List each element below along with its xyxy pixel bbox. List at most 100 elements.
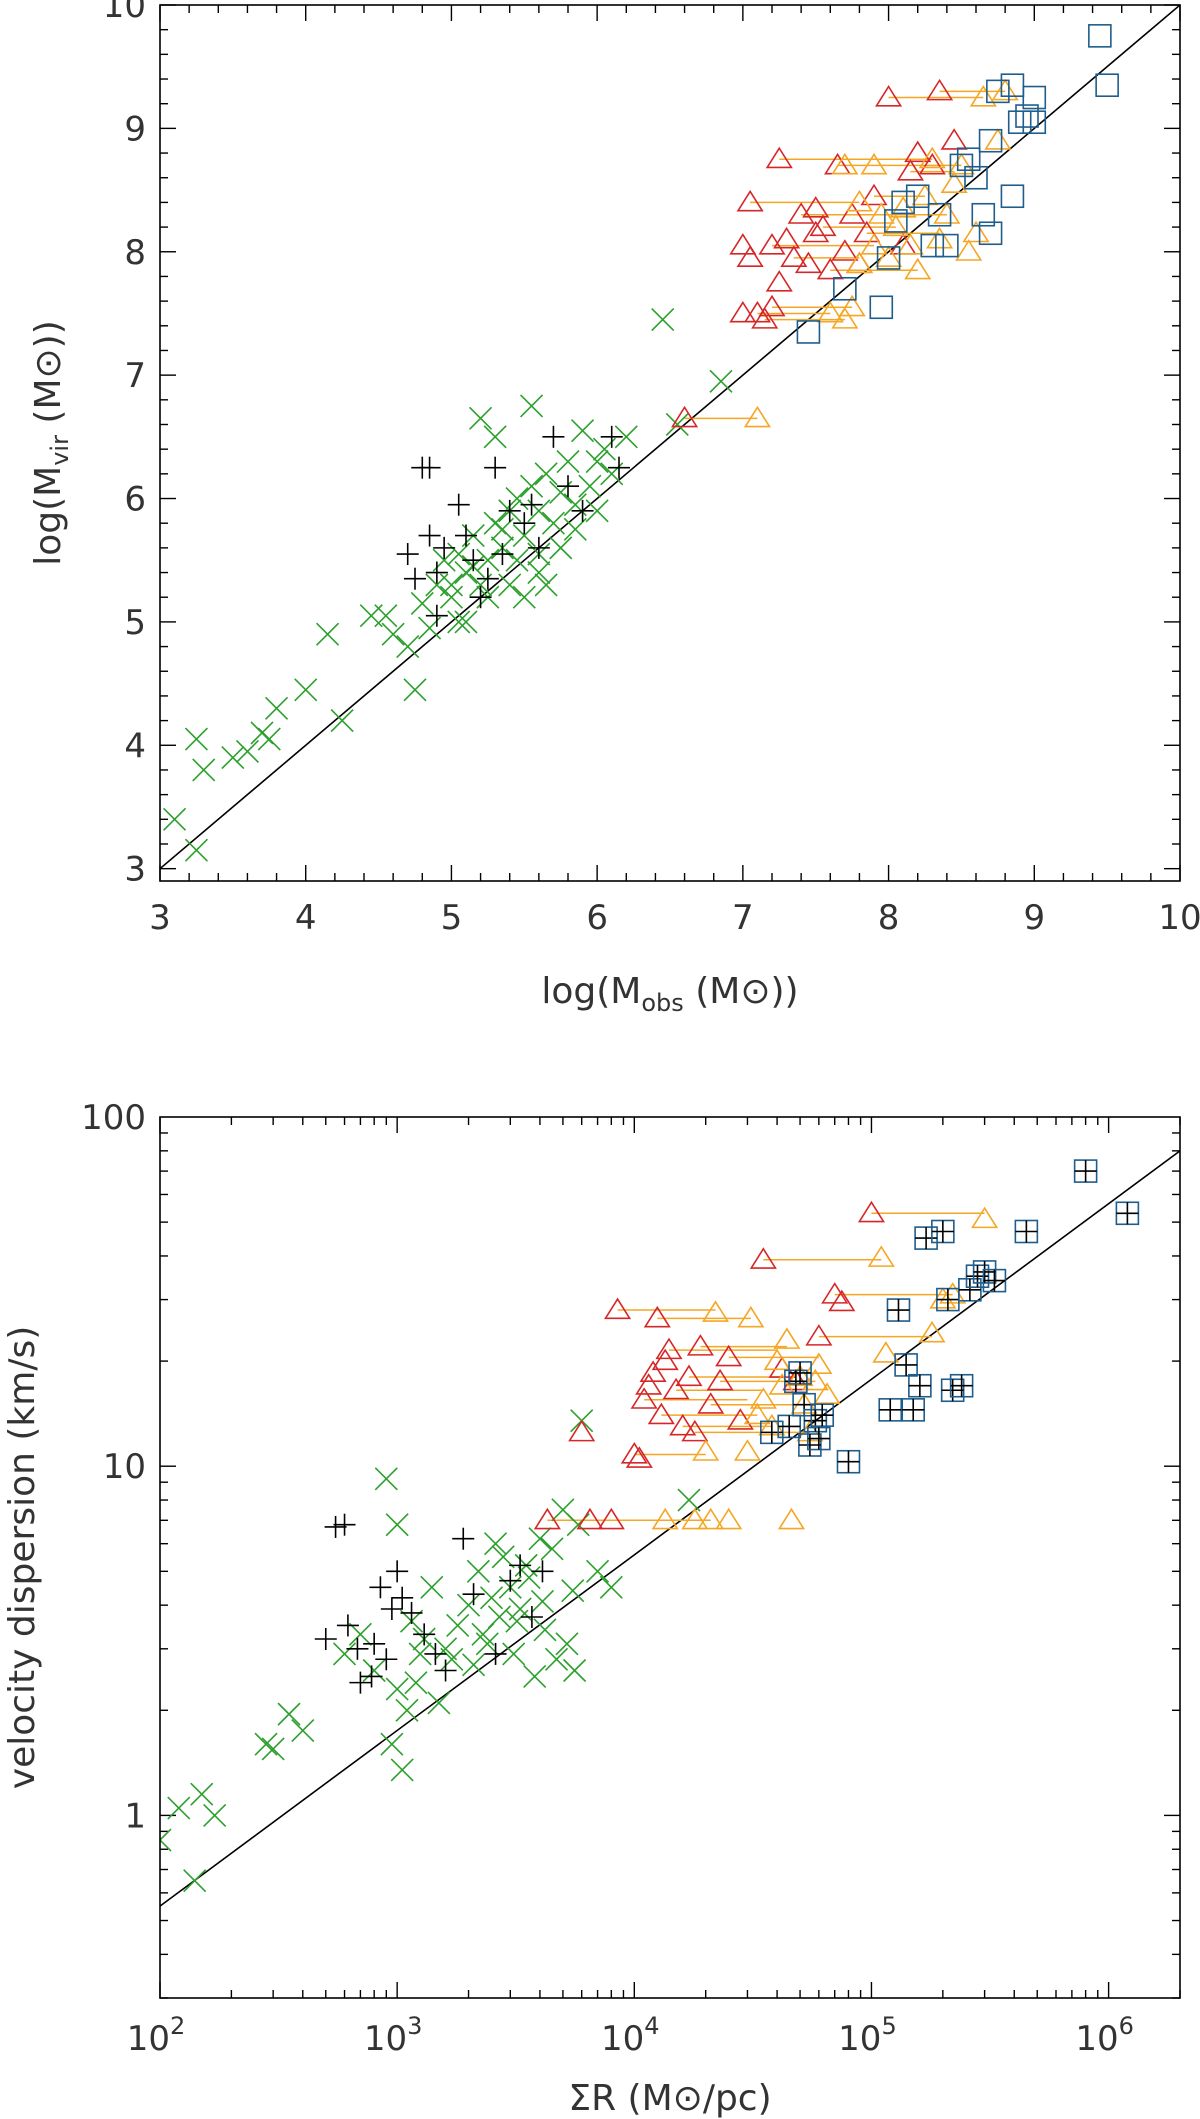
green-x-point bbox=[520, 394, 544, 418]
y-tick-label: 10 bbox=[103, 1447, 146, 1487]
blue-square-plus-point bbox=[777, 1414, 802, 1439]
red-triangle-point bbox=[780, 245, 808, 267]
x-axis-title-main: log(M bbox=[541, 971, 641, 1012]
green-x-point bbox=[447, 542, 471, 566]
black-plus-point bbox=[513, 512, 536, 535]
blue-square-plus-point bbox=[810, 1403, 835, 1427]
red-triangle-point bbox=[604, 1297, 632, 1320]
blue-square-plus-point bbox=[807, 1426, 831, 1451]
green-x-point bbox=[374, 1467, 398, 1491]
green-x-point bbox=[433, 1637, 458, 1661]
black-plus-point bbox=[369, 1576, 392, 1599]
green-x-point bbox=[709, 369, 733, 393]
green-x-point bbox=[420, 1575, 444, 1599]
green-x-point bbox=[203, 1803, 227, 1827]
black-plus-point bbox=[491, 543, 514, 566]
green-x-point bbox=[190, 1782, 214, 1806]
red-triangle-point bbox=[875, 85, 903, 107]
orange-triangle-point bbox=[715, 1507, 743, 1530]
green-x-point bbox=[403, 678, 427, 702]
x-tick-exponent: 3 bbox=[407, 2012, 422, 2040]
green-x-point bbox=[530, 1589, 555, 1613]
green-x-point bbox=[404, 1671, 428, 1695]
y-axis-title-sub: vir bbox=[46, 435, 74, 466]
y-tick-label: 7 bbox=[124, 356, 146, 396]
red-triangle-point bbox=[715, 1344, 743, 1367]
red-triangle-point bbox=[853, 220, 881, 243]
red-triangle-point bbox=[896, 159, 924, 181]
blue-square-plus-point bbox=[788, 1361, 812, 1385]
orange-triangle-point bbox=[777, 1507, 806, 1530]
orange-triangle-point bbox=[940, 171, 968, 193]
green-x-point bbox=[505, 1609, 529, 1633]
green-x-point bbox=[563, 1658, 587, 1683]
green-x-point bbox=[235, 739, 259, 764]
black-plus-point bbox=[447, 493, 470, 516]
x-tick-label: 8 bbox=[878, 898, 900, 938]
blue-square-point bbox=[978, 128, 1003, 153]
black-plus-point bbox=[314, 1628, 337, 1651]
orange-triangle-point bbox=[701, 1300, 730, 1322]
orange-triangle-point bbox=[763, 1348, 791, 1371]
green-x-point bbox=[160, 1828, 172, 1852]
green-x-point bbox=[385, 1513, 409, 1537]
black-plus-point bbox=[600, 425, 623, 448]
plot-frame bbox=[159, 4, 1181, 882]
green-x-point bbox=[440, 1647, 464, 1671]
blue-square-point bbox=[927, 202, 952, 227]
red-triangle-point bbox=[662, 1377, 690, 1400]
orange-triangle-point bbox=[962, 220, 990, 243]
x-axis-title: log(Mobs (M⊙)) bbox=[541, 971, 798, 1017]
tick-marks bbox=[159, 4, 1181, 881]
green-x-point bbox=[534, 573, 558, 597]
y-tick-label: 8 bbox=[124, 233, 146, 273]
green-x-point bbox=[599, 1575, 623, 1599]
black-plus-point bbox=[484, 1642, 507, 1665]
green-x-series bbox=[160, 1409, 701, 1893]
tick-marks bbox=[159, 1117, 1181, 1999]
x-tick-label: 102 bbox=[127, 2012, 186, 2059]
red-triangle-point bbox=[729, 233, 757, 255]
y-tick-label: 3 bbox=[124, 850, 146, 890]
blue-square-plus-point bbox=[1014, 1219, 1039, 1244]
orange-triangle-point bbox=[918, 1320, 946, 1343]
y-axis-title-symbol: ⊙ bbox=[28, 348, 69, 378]
green-x-point bbox=[456, 1593, 481, 1617]
black-plus-point bbox=[542, 425, 565, 448]
red-triangle-point bbox=[643, 1305, 671, 1328]
blue-square-point bbox=[796, 320, 821, 344]
red-triangle-point bbox=[751, 307, 779, 329]
x-tick-label: 4 bbox=[295, 898, 317, 938]
red-triangle-point bbox=[802, 220, 830, 243]
orange-triangle-point bbox=[867, 202, 895, 224]
blue-square-plus-point bbox=[836, 1449, 861, 1474]
green-x-point bbox=[261, 1737, 285, 1761]
black-plus-point bbox=[608, 456, 630, 479]
green-x-point bbox=[563, 517, 587, 541]
y-axis-title-end: )) bbox=[28, 320, 69, 348]
green-x-point bbox=[183, 1869, 207, 1893]
blue-square-point bbox=[1088, 24, 1112, 48]
y-tick-label: 5 bbox=[124, 603, 146, 643]
red-triangle-point bbox=[630, 1387, 658, 1409]
black-plus-point bbox=[520, 493, 543, 516]
blue-square-plus-point bbox=[886, 1298, 911, 1322]
y-axis-title: log(Mvir (M⊙)) bbox=[28, 320, 74, 566]
black-plus-point bbox=[509, 1554, 532, 1577]
red-triangle-point bbox=[794, 251, 822, 274]
red-triangle-point bbox=[726, 1408, 754, 1430]
green-x-point bbox=[184, 838, 208, 862]
x-tick-exponent: 2 bbox=[170, 2012, 185, 2040]
red-triangle-point bbox=[802, 196, 830, 218]
y-axis-title-main: velocity dispersion (km/s) bbox=[2, 1326, 43, 1789]
x-axis-title-sub: obs bbox=[641, 989, 683, 1017]
red-triangle-point bbox=[828, 1289, 856, 1312]
green-x-point bbox=[541, 511, 565, 535]
blue-square-point bbox=[869, 295, 894, 320]
red-triangle-point bbox=[625, 1446, 653, 1468]
x-tick-label: 3 bbox=[149, 898, 171, 938]
green-x-point bbox=[291, 1718, 315, 1743]
orange-triangle-point bbox=[651, 1507, 679, 1530]
x-tick-label: 104 bbox=[601, 2012, 660, 2059]
black-plus-series bbox=[396, 425, 630, 627]
